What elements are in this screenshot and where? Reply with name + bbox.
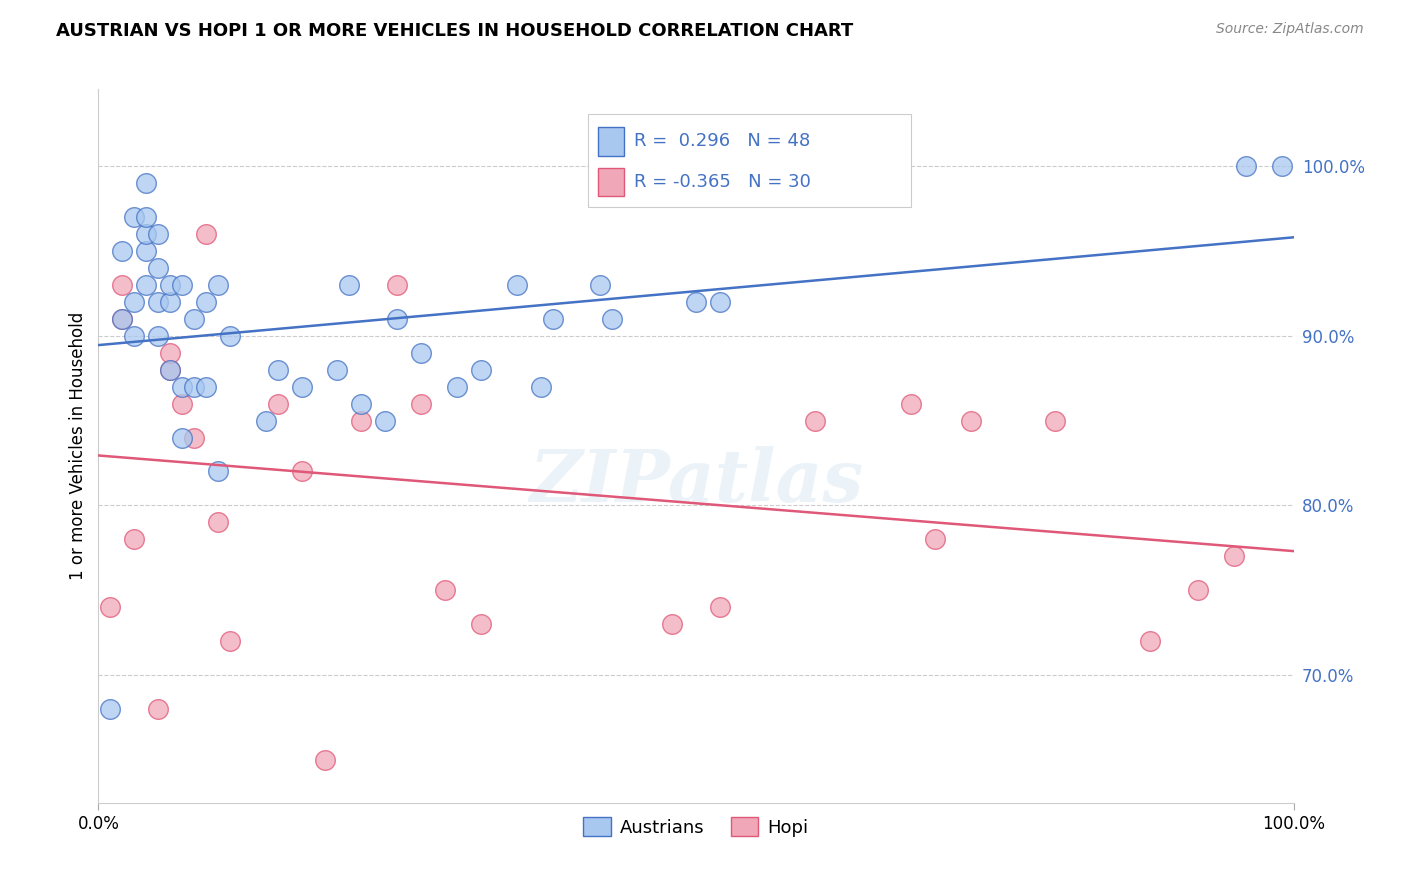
Point xyxy=(326,362,349,376)
Point xyxy=(148,260,170,275)
Point xyxy=(148,702,170,716)
Point xyxy=(350,413,373,427)
Point xyxy=(135,244,157,258)
Bar xyxy=(598,127,624,155)
Point xyxy=(124,294,146,309)
Point xyxy=(124,533,146,547)
Point xyxy=(148,328,170,343)
Point xyxy=(385,311,409,326)
Point xyxy=(172,277,194,292)
Point xyxy=(195,227,218,241)
Point xyxy=(900,396,922,410)
Point xyxy=(924,533,946,547)
Point xyxy=(148,294,170,309)
Point xyxy=(111,277,134,292)
Point xyxy=(135,210,157,224)
Point xyxy=(159,345,181,359)
Point xyxy=(350,396,373,410)
Point xyxy=(207,465,229,479)
Point xyxy=(1234,159,1257,173)
Point xyxy=(434,583,457,598)
Point xyxy=(709,294,731,309)
Point xyxy=(267,396,290,410)
Point xyxy=(124,328,146,343)
Point xyxy=(804,413,827,427)
Y-axis label: 1 or more Vehicles in Household: 1 or more Vehicles in Household xyxy=(69,312,87,580)
Point xyxy=(254,413,277,427)
Point xyxy=(219,634,242,648)
Point xyxy=(385,277,409,292)
Point xyxy=(1223,549,1246,564)
Point xyxy=(1271,159,1294,173)
Point xyxy=(470,362,492,376)
Point xyxy=(172,396,194,410)
Text: R =  0.296   N = 48: R = 0.296 N = 48 xyxy=(634,132,810,150)
Point xyxy=(1043,413,1066,427)
Point xyxy=(411,345,433,359)
Point xyxy=(207,277,229,292)
Text: R = -0.365   N = 30: R = -0.365 N = 30 xyxy=(634,173,811,191)
Point xyxy=(709,600,731,615)
Point xyxy=(135,227,157,241)
Point xyxy=(602,311,624,326)
Bar xyxy=(598,168,624,196)
Point xyxy=(111,311,134,326)
Point xyxy=(530,379,553,393)
Point xyxy=(506,277,529,292)
Point xyxy=(685,294,707,309)
Point xyxy=(195,294,218,309)
Point xyxy=(374,413,396,427)
Point xyxy=(111,311,134,326)
Point xyxy=(291,379,314,393)
Point xyxy=(960,413,983,427)
Point xyxy=(339,277,361,292)
Point xyxy=(111,244,134,258)
Point xyxy=(183,430,205,444)
Point xyxy=(135,176,157,190)
Point xyxy=(148,227,170,241)
Legend: Austrians, Hopi: Austrians, Hopi xyxy=(576,810,815,844)
Point xyxy=(446,379,468,393)
Point xyxy=(172,379,194,393)
Point xyxy=(1187,583,1209,598)
Point xyxy=(195,379,218,393)
Point xyxy=(291,465,314,479)
Point xyxy=(159,277,181,292)
Point xyxy=(98,600,122,615)
Point xyxy=(219,328,242,343)
Point xyxy=(470,617,492,632)
Point xyxy=(541,311,564,326)
Point xyxy=(98,702,122,716)
Point xyxy=(183,311,205,326)
Point xyxy=(315,753,337,767)
Point xyxy=(1139,634,1161,648)
Point xyxy=(159,362,181,376)
Text: AUSTRIAN VS HOPI 1 OR MORE VEHICLES IN HOUSEHOLD CORRELATION CHART: AUSTRIAN VS HOPI 1 OR MORE VEHICLES IN H… xyxy=(56,22,853,40)
Point xyxy=(159,362,181,376)
Point xyxy=(661,617,683,632)
Point xyxy=(183,379,205,393)
Point xyxy=(207,516,229,530)
Point xyxy=(124,210,146,224)
Point xyxy=(267,362,290,376)
Point xyxy=(172,430,194,444)
Text: ZIPatlas: ZIPatlas xyxy=(529,446,863,517)
Point xyxy=(159,294,181,309)
Point xyxy=(135,277,157,292)
Point xyxy=(411,396,433,410)
Point xyxy=(589,277,612,292)
Text: Source: ZipAtlas.com: Source: ZipAtlas.com xyxy=(1216,22,1364,37)
FancyBboxPatch shape xyxy=(589,114,911,207)
